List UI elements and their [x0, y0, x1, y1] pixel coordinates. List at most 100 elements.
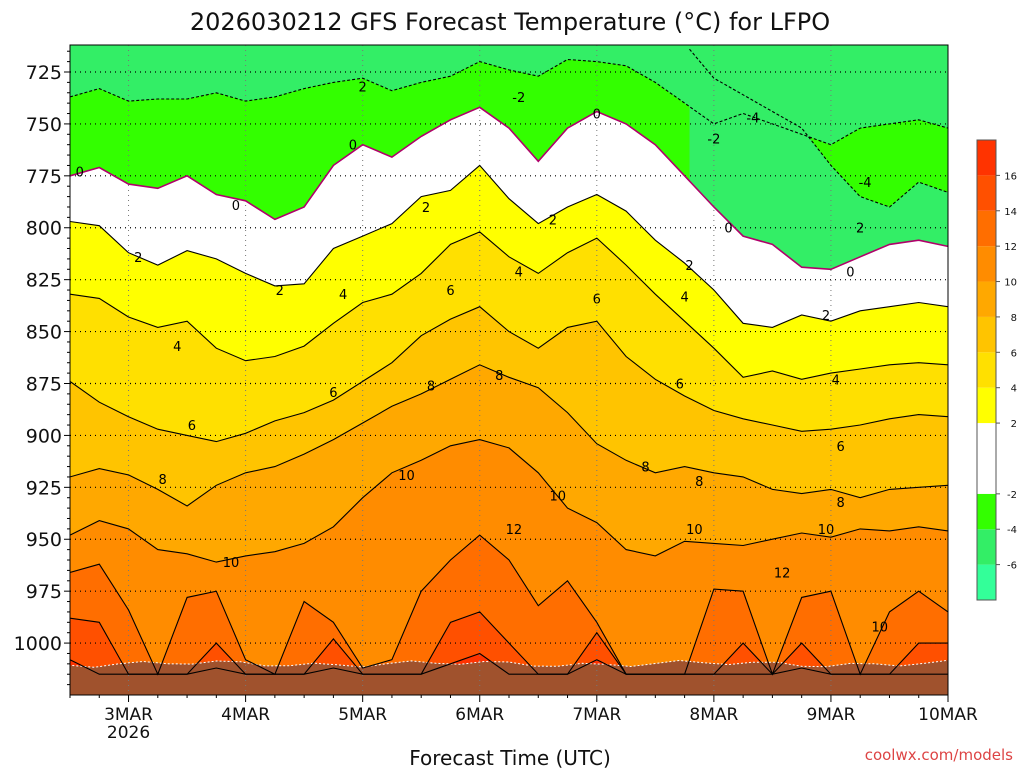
isotherm--4	[689, 48, 948, 208]
x-axis-label: Forecast Time (UTC)	[409, 746, 611, 768]
contour-lines	[70, 48, 948, 676]
contour-label: 6	[593, 292, 601, 307]
x-tick-label: 4MAR	[221, 705, 270, 725]
grid	[70, 45, 948, 695]
contour-label: 0	[76, 166, 84, 181]
y-tick-label: 1000	[14, 633, 62, 655]
isotherm-4	[70, 231, 948, 380]
contour-label: 2	[685, 259, 693, 274]
contour-label: -4	[746, 112, 759, 127]
contour-label: 4	[680, 290, 688, 305]
contour-label: 8	[695, 475, 703, 490]
colorbar-swatch	[977, 564, 996, 600]
y-tick-label: 725	[26, 62, 62, 84]
colorbar-label: 12	[1004, 242, 1017, 253]
colorbar-label: 8	[1011, 313, 1017, 324]
colorbar-label: -4	[1007, 525, 1017, 536]
y-axis: 725 750 775 800 825 850 875 900 925 950 975 1000	[14, 50, 70, 686]
contour-label: -4	[859, 176, 872, 191]
x-tick-label: 8MAR	[689, 705, 738, 725]
colorbar-label: 4	[1011, 384, 1017, 395]
contour-label: 10	[686, 523, 703, 538]
colorbar-swatch	[977, 210, 996, 247]
contour-label: 8	[495, 369, 503, 384]
contour-label: 6	[837, 440, 845, 455]
y-tick-label: 850	[26, 322, 62, 344]
contour-label: 10	[550, 490, 567, 505]
isotherm-16	[70, 652, 948, 675]
contour-label: 12	[506, 523, 523, 538]
colorbar-swatch	[977, 246, 996, 282]
y-tick-label: 950	[26, 529, 62, 551]
y-tick-label: 775	[26, 166, 62, 188]
band-above-12	[70, 535, 948, 695]
contour-label: 2	[422, 201, 430, 216]
y-tick-label: 900	[26, 425, 62, 447]
isotherm-14	[70, 611, 948, 676]
x-tick-label: 3MAR	[104, 705, 153, 725]
contour-label: 10	[398, 469, 415, 484]
colorbar-label: 16	[1004, 171, 1017, 182]
y-tick-label: 875	[26, 373, 62, 395]
colorbar-swatch	[977, 175, 996, 211]
contour-labels: 2-2-4-2-42000000222222444446666668888881…	[76, 81, 888, 636]
colorbar-swatch	[977, 529, 996, 565]
contour-label: 2	[134, 251, 142, 266]
contour-label: 4	[515, 265, 523, 280]
isotherm-0	[70, 106, 948, 271]
contour-label: 0	[593, 108, 601, 123]
credit-text: coolwx.com/models	[865, 746, 1013, 764]
colorbar-swatch	[977, 423, 996, 494]
contour-label: 0	[724, 222, 732, 237]
contour-label: 2	[276, 284, 284, 299]
contour-label: 4	[339, 288, 347, 303]
isotherm-10	[70, 439, 948, 563]
contour-label: 10	[223, 556, 240, 571]
colorbar: -6 -4 -2 2 4 6 8 10 12 14 16	[976, 139, 1017, 601]
contour-label: 6	[446, 284, 454, 299]
contour-label: 6	[676, 377, 684, 392]
contour-label: 4	[173, 340, 181, 355]
contour-label: 10	[818, 523, 835, 538]
x-tick-label: 10MAR	[918, 705, 978, 725]
colorbar-label: 14	[1004, 207, 1017, 218]
contour-label: 0	[232, 199, 240, 214]
contour-label: 6	[188, 419, 196, 434]
isotherm-2	[70, 164, 948, 328]
y-tick-label: 925	[26, 477, 62, 499]
colorbar-swatch	[977, 493, 996, 530]
isotherm--2	[70, 58, 948, 146]
colorbar-label: 6	[1011, 348, 1017, 359]
isotherm-6	[70, 306, 948, 443]
contour-label: 10	[871, 620, 888, 635]
contour-label: -2	[512, 91, 525, 106]
contour-label: 2	[822, 309, 830, 324]
contour-label: 6	[329, 386, 337, 401]
y-tick-label: 975	[26, 581, 62, 603]
contour-label: 2	[359, 81, 367, 96]
y-tick-label: 800	[26, 218, 62, 240]
isotherm-8	[70, 364, 948, 507]
contour-label: 8	[837, 496, 845, 511]
x-tick-label: 7MAR	[572, 705, 621, 725]
contour-label: 12	[774, 566, 791, 581]
terrain	[70, 659, 948, 695]
colorbar-frame	[976, 139, 997, 601]
contour-label: 8	[159, 473, 167, 488]
temperature-bands	[70, 45, 948, 695]
contour-label: 2	[549, 213, 557, 228]
contour-label: 4	[832, 373, 840, 388]
x-tick-label: 9MAR	[806, 705, 855, 725]
contour-label: -2	[707, 132, 720, 147]
contour-label: 0	[349, 139, 357, 154]
terrain-ground	[70, 659, 948, 695]
colorbar-swatch	[977, 352, 996, 388]
colorbar-swatch	[977, 281, 996, 317]
x-tick-label: 5MAR	[338, 705, 387, 725]
chart-title: 2026030212 GFS Forecast Temperature (°C)…	[190, 8, 830, 36]
y-tick-label: 750	[26, 114, 62, 136]
colorbar-label: 10	[1004, 278, 1017, 289]
contour-label: 2	[856, 222, 864, 237]
